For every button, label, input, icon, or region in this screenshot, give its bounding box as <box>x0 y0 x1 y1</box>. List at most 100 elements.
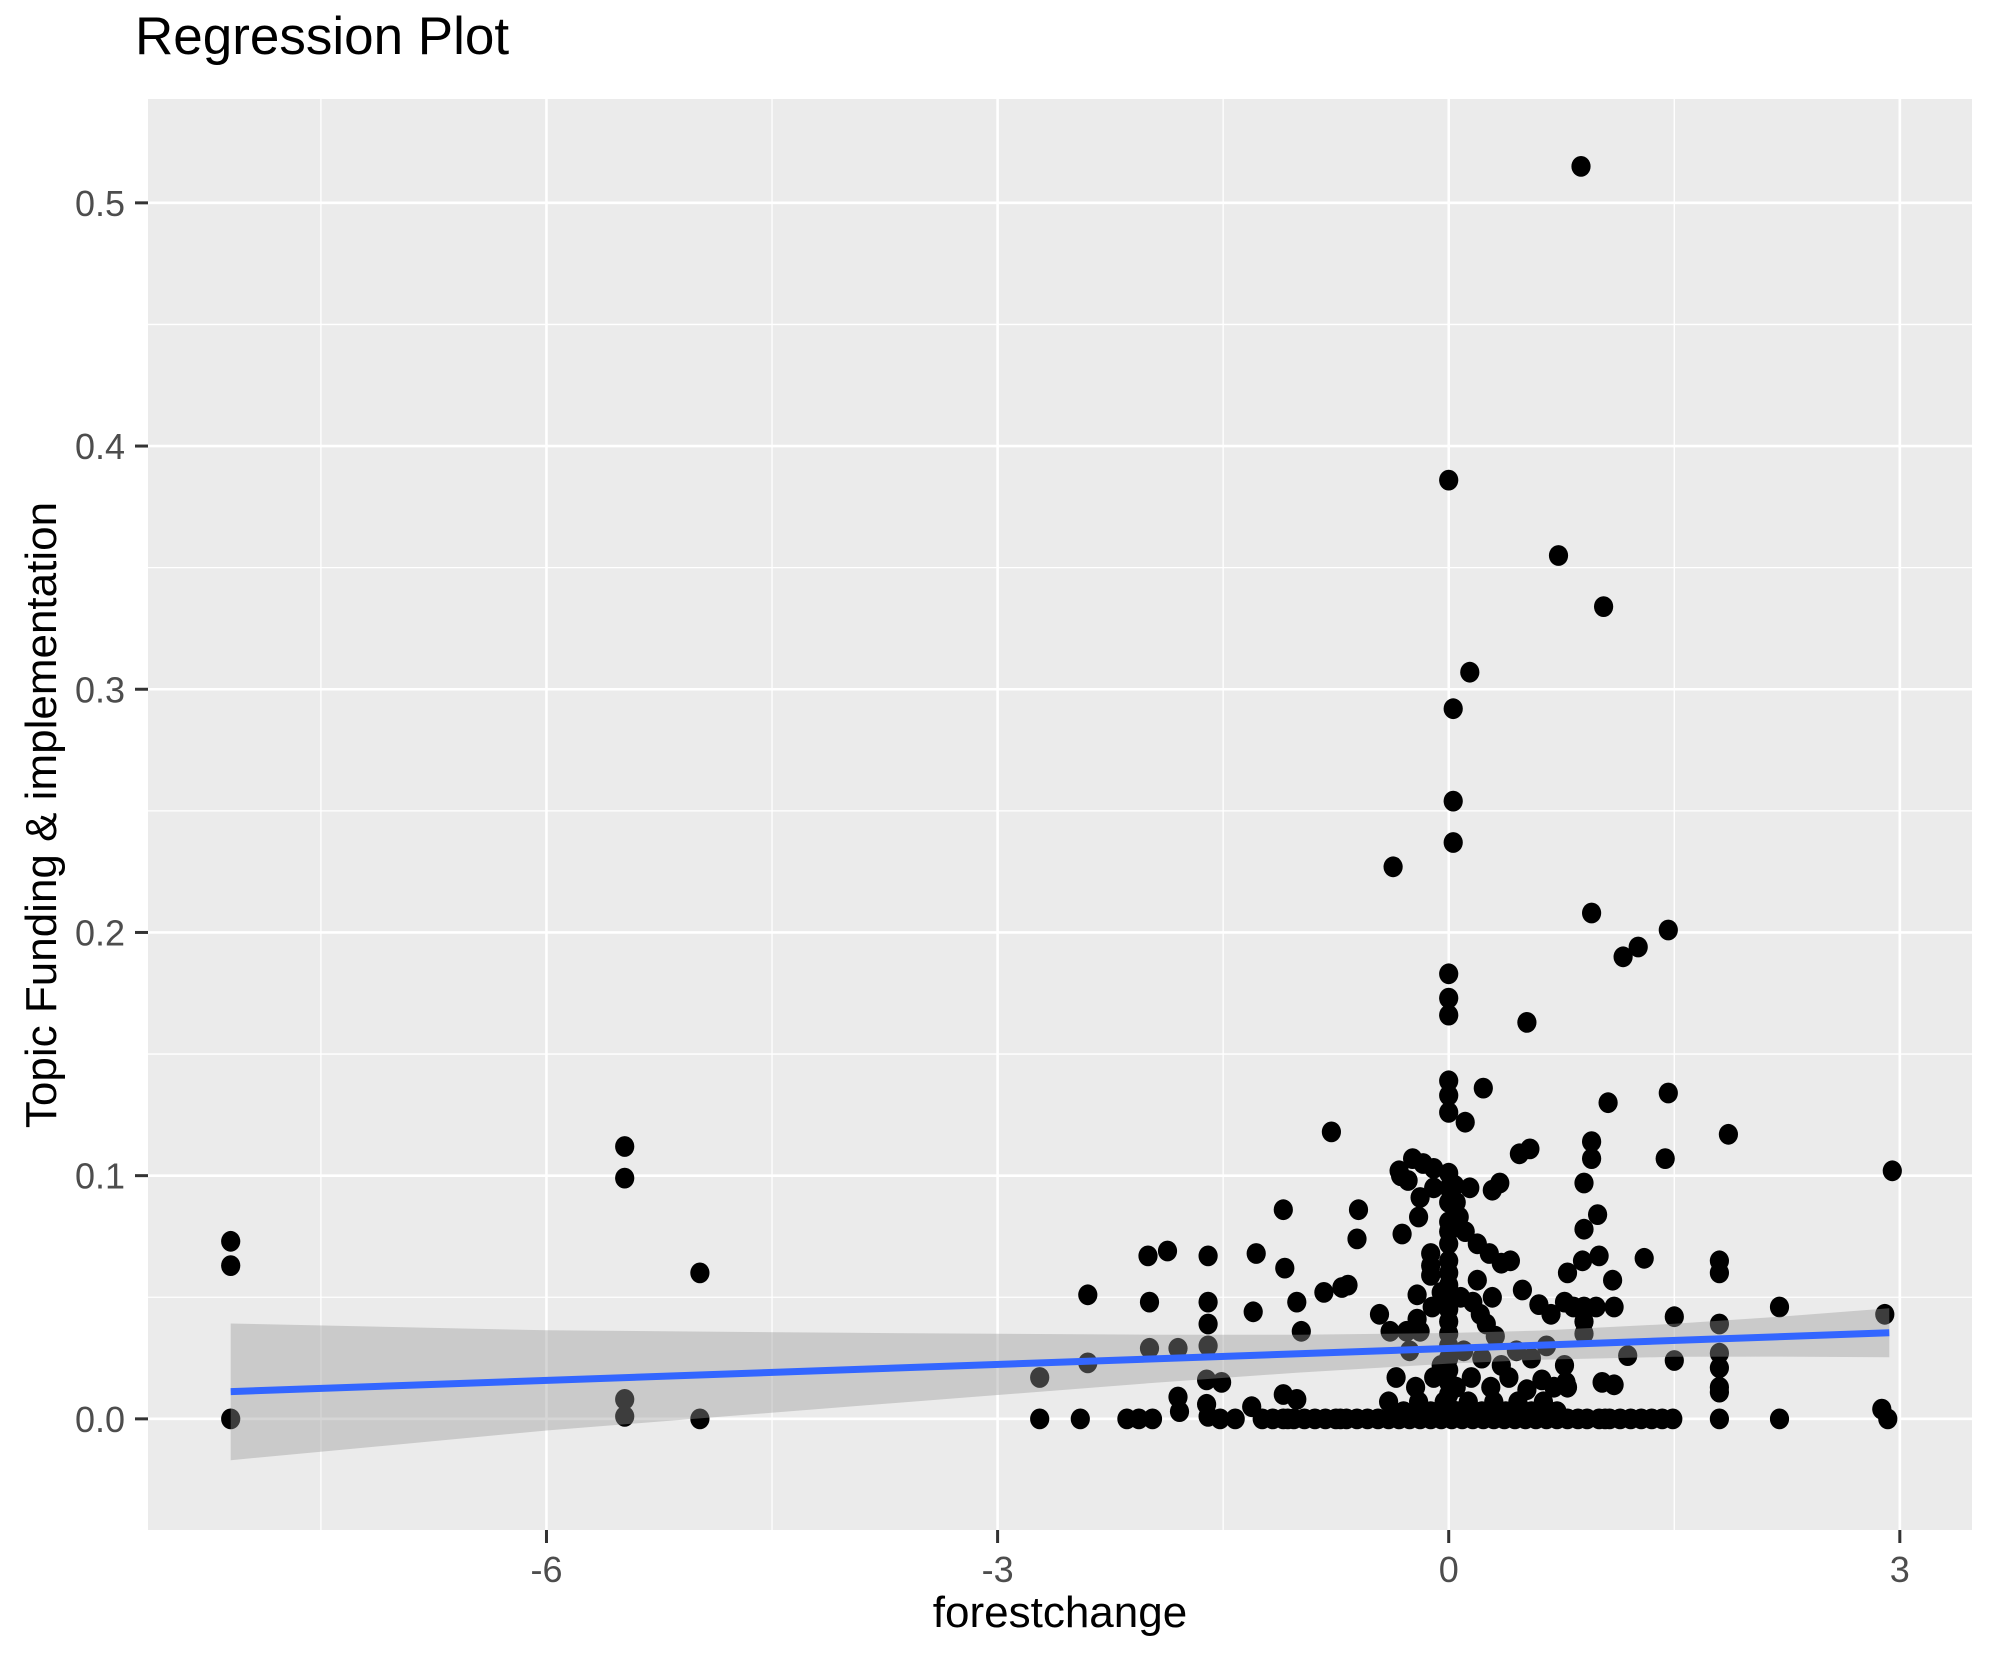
data-point <box>1030 1408 1050 1430</box>
data-point <box>1443 790 1463 812</box>
data-point <box>1139 1337 1160 1359</box>
data-point <box>1455 1111 1475 1133</box>
data-point <box>615 1406 635 1427</box>
data-point <box>1443 698 1463 720</box>
data-point <box>1443 832 1463 853</box>
data-point <box>1439 963 1459 985</box>
data-point <box>1386 1367 1406 1388</box>
data-point <box>1709 1313 1729 1335</box>
regression-line <box>230 1329 1890 1396</box>
data-point <box>1139 1291 1160 1313</box>
plot-title: Regression Plot <box>135 7 510 66</box>
data-point <box>1485 1325 1505 1347</box>
data-point <box>1424 1177 1444 1199</box>
data-point <box>1287 1389 1307 1410</box>
data-point <box>1273 1199 1293 1221</box>
y-tick-label: 0.1 <box>75 1156 125 1197</box>
data-point <box>1878 1408 1898 1430</box>
x-tick-label: 0 <box>1439 1549 1459 1590</box>
y-tick-label: 0.4 <box>75 426 125 467</box>
data-point <box>1574 1172 1594 1194</box>
data-point <box>1709 1262 1729 1284</box>
data-point <box>1548 545 1569 566</box>
data-point <box>1557 1262 1578 1284</box>
data-point <box>1517 1379 1537 1401</box>
data-point <box>1198 1245 1218 1267</box>
data-point <box>1582 1148 1602 1169</box>
data-point <box>1557 1376 1578 1398</box>
data-point <box>1314 1282 1334 1303</box>
data-point <box>1604 1296 1624 1318</box>
y-tick-label: 0.3 <box>75 669 125 710</box>
y-axis-title: Topic Funding & implementation <box>17 501 66 1129</box>
data-point <box>1439 1102 1459 1123</box>
y-tick-label: 0.0 <box>75 1399 125 1440</box>
data-point <box>1521 1347 1541 1369</box>
y-tick-label: 0.5 <box>75 183 125 224</box>
data-point <box>1338 1274 1358 1296</box>
data-point <box>221 1255 241 1276</box>
data-point <box>1499 1367 1519 1388</box>
data-point <box>1379 1391 1399 1413</box>
data-point <box>1439 987 1459 1009</box>
data-point <box>1455 1221 1475 1242</box>
data-point <box>1554 1355 1575 1376</box>
data-point <box>1520 1138 1540 1160</box>
data-point <box>1129 1408 1149 1430</box>
data-point <box>1582 902 1602 924</box>
data-point <box>1467 1269 1487 1291</box>
data-point <box>1275 1257 1295 1279</box>
data-point <box>1574 1323 1594 1345</box>
data-point <box>1571 156 1591 177</box>
data-point <box>1628 936 1648 958</box>
data-point <box>1198 1335 1218 1357</box>
data-point <box>1142 1408 1163 1430</box>
data-point <box>1875 1303 1895 1325</box>
data-point <box>1603 1269 1623 1291</box>
data-point <box>1369 1303 1390 1325</box>
data-point <box>1769 1408 1790 1430</box>
data-point <box>1769 1296 1790 1318</box>
data-point <box>1512 1279 1532 1301</box>
data-point <box>1439 469 1459 491</box>
data-point <box>1422 1296 1442 1318</box>
data-point <box>1410 1320 1430 1342</box>
data-point <box>1709 1342 1729 1364</box>
data-point <box>1392 1223 1412 1245</box>
data-point <box>1460 661 1480 683</box>
data-point <box>1473 1077 1493 1099</box>
data-point <box>1664 1350 1684 1371</box>
data-point <box>1494 1408 1514 1430</box>
data-point <box>1882 1160 1902 1182</box>
data-point <box>1210 1408 1230 1430</box>
data-point <box>1618 1345 1638 1366</box>
data-point <box>1243 1301 1263 1323</box>
data-point <box>1663 1408 1683 1430</box>
data-point <box>1398 1170 1418 1191</box>
data-point <box>1460 1177 1480 1199</box>
data-point <box>1634 1247 1654 1269</box>
data-point <box>1568 1408 1588 1430</box>
data-point <box>1709 1408 1729 1430</box>
panel-background <box>148 99 1972 1530</box>
data-point <box>1582 1131 1602 1152</box>
data-point <box>1169 1401 1190 1422</box>
data-point <box>1472 1347 1492 1369</box>
data-point <box>1407 1284 1427 1306</box>
data-point <box>1446 1376 1466 1398</box>
data-point <box>615 1136 635 1157</box>
data-point <box>1287 1291 1307 1313</box>
data-point <box>1574 1218 1594 1240</box>
data-point <box>1291 1320 1311 1342</box>
data-point <box>1030 1367 1050 1388</box>
data-point <box>1594 596 1614 617</box>
data-point <box>1445 1175 1465 1196</box>
data-point <box>690 1408 710 1430</box>
data-point <box>1586 1296 1606 1318</box>
data-point <box>1610 1408 1630 1430</box>
data-point <box>1718 1123 1738 1145</box>
data-point <box>615 1389 635 1410</box>
data-point <box>1212 1372 1232 1393</box>
x-tick-label: -6 <box>530 1549 562 1590</box>
